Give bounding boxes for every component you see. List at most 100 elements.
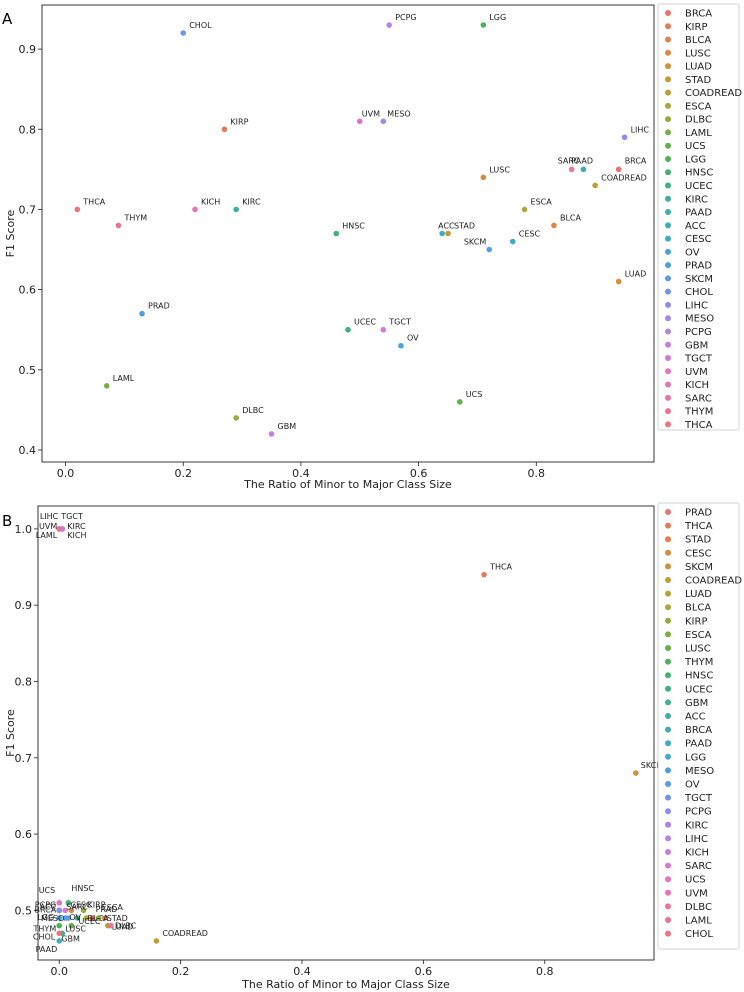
x-tick-label: 0.6 xyxy=(410,467,428,480)
legend-entry: LGG xyxy=(685,752,706,763)
legend-marker xyxy=(665,849,671,855)
legend-marker xyxy=(665,917,671,923)
data-point-thca xyxy=(481,571,487,578)
legend-marker xyxy=(665,355,671,362)
legend-entry: HNSC xyxy=(685,168,713,179)
legend-entry: PCPG xyxy=(685,327,712,338)
legend-entry: TGCT xyxy=(684,354,713,365)
point-label-tgct: TGCT xyxy=(60,512,83,521)
legend-entry: KICH xyxy=(685,380,709,391)
data-point-blca xyxy=(551,222,557,229)
legend-marker xyxy=(665,577,671,583)
legend-marker xyxy=(665,590,671,597)
legend-entry: UCEC xyxy=(685,181,713,192)
legend-entry: BRCA xyxy=(685,725,712,736)
y-tick-label: 0.9 xyxy=(19,43,37,56)
legend-entry: LGG xyxy=(685,154,706,165)
legend-entry: KICH xyxy=(685,848,709,859)
legend-entry: GBM xyxy=(685,698,708,709)
data-point-chol xyxy=(180,30,187,36)
point-label-pcpg: PCPG xyxy=(35,900,56,909)
point-label-dlbc: DLBC xyxy=(115,922,137,931)
data-point-kich xyxy=(192,206,198,213)
legend-marker xyxy=(665,645,671,651)
data-point-sarc xyxy=(568,166,575,173)
point-label-prad: PRAD xyxy=(148,302,170,311)
data-point-ucs xyxy=(56,899,63,906)
legend-marker xyxy=(665,808,671,815)
legend-entry: DLBC xyxy=(685,115,712,126)
data-point-hnsc xyxy=(65,899,72,906)
data-point-kirc xyxy=(233,206,239,213)
legend-entry: LIHC xyxy=(685,300,708,311)
y-tick-label: 0.8 xyxy=(19,123,37,136)
data-point-blca xyxy=(83,915,90,921)
point-label-ov: OV xyxy=(407,334,419,343)
legend-marker xyxy=(665,726,671,733)
legend-marker xyxy=(665,631,671,638)
point-label-lusc: LUSC xyxy=(65,925,86,934)
legend-entry: BRCA xyxy=(685,9,712,20)
legend-marker xyxy=(665,421,671,428)
legend-marker xyxy=(665,536,671,543)
data-point-sarc xyxy=(62,907,69,914)
data-point-paad xyxy=(580,166,587,173)
point-label-acc: ACC xyxy=(40,902,57,911)
data-point-esca xyxy=(95,915,102,921)
point-label-paad: PAAD xyxy=(36,945,58,954)
point-label-skcm: SKCM xyxy=(641,761,663,770)
data-point-uvm xyxy=(356,118,363,125)
data-point-lgg xyxy=(56,915,63,921)
panel-label: B xyxy=(2,512,12,530)
point-label-ucec: UCEC xyxy=(78,917,100,926)
legend-marker xyxy=(665,381,671,388)
legend-marker xyxy=(665,49,671,56)
legend-entry: ESCA xyxy=(685,101,712,112)
chart-panel-a: A 0.0 0.2 0.4 0.6 0.8 0.4 0.5 0.6 0.7 0.8 0.9 The Ra… xyxy=(2,4,655,491)
data-point-skcm xyxy=(486,246,493,253)
x-tick-label: 0.6 xyxy=(415,965,433,978)
point-label-cesc: CESC xyxy=(519,230,541,239)
legend-marker xyxy=(665,604,671,611)
legend-marker xyxy=(665,617,671,624)
legend-entry: COADREAD xyxy=(685,88,742,99)
legend-entry: LUAD xyxy=(685,589,712,600)
legend-marker xyxy=(665,835,671,842)
point-label-sarc: SARC xyxy=(558,156,580,165)
legend-marker xyxy=(665,658,671,665)
legend-marker xyxy=(665,209,671,216)
legend-marker xyxy=(665,142,671,149)
legend-entry: STAD xyxy=(685,75,712,86)
legend-marker xyxy=(665,876,671,883)
legend-entry: UCS xyxy=(685,875,706,886)
y-tick-label: 0.6 xyxy=(15,828,33,841)
point-label-luad: LUAD xyxy=(112,923,134,932)
x-tick-label: 0.8 xyxy=(536,965,554,978)
point-label-uvm: UVM xyxy=(39,522,57,531)
point-label-coadread: COADREAD xyxy=(162,929,208,938)
legend-box xyxy=(657,502,740,950)
point-label-gbm: GBM xyxy=(278,422,297,431)
data-point-dlbc xyxy=(108,922,114,929)
point-label-hnsc: HNSC xyxy=(71,884,94,893)
legend-entry: ACC xyxy=(685,712,706,723)
point-label-lgg: LGG xyxy=(489,13,506,22)
panel-label: A xyxy=(2,10,13,28)
point-label-cesc: CESC xyxy=(70,900,92,909)
legend-entry: OV xyxy=(685,780,700,791)
legend-entry: THCA xyxy=(684,420,713,431)
legend-marker xyxy=(665,169,671,176)
point-label-luad: LUAD xyxy=(625,270,647,279)
legend-marker xyxy=(665,394,671,401)
data-point-lihc xyxy=(621,134,628,141)
legend-marker xyxy=(665,889,671,896)
legend-entry: LUSC xyxy=(685,48,711,59)
data-point-ucs xyxy=(457,399,463,405)
point-label-coadread: COADREAD xyxy=(601,173,647,182)
data-point-ucec xyxy=(74,915,81,921)
point-label-lusc: LUSC xyxy=(489,165,510,174)
legend-marker xyxy=(665,509,671,515)
data-point-paad xyxy=(56,938,63,944)
legend-entry: CHOL xyxy=(685,929,713,940)
point-label-acc: ACC xyxy=(438,222,455,231)
